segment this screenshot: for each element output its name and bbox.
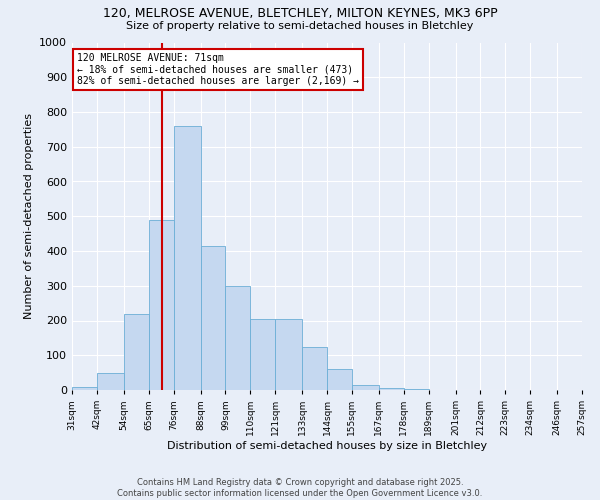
Bar (302, 346, 327, 390)
Bar (226, 286, 250, 390)
Bar (275, 319, 302, 390)
Text: 120, MELROSE AVENUE, BLETCHLEY, MILTON KEYNES, MK3 6PP: 120, MELROSE AVENUE, BLETCHLEY, MILTON K… (103, 8, 497, 20)
Bar (379, 388, 404, 390)
Bar (97, 372, 124, 390)
Bar (327, 369, 352, 390)
Bar (149, 220, 173, 390)
Bar (173, 126, 200, 390)
Y-axis label: Number of semi-detached properties: Number of semi-detached properties (23, 114, 34, 320)
Bar (200, 246, 226, 390)
Text: Size of property relative to semi-detached houses in Bletchley: Size of property relative to semi-detach… (127, 21, 473, 31)
Bar (352, 385, 379, 390)
Bar (72, 386, 97, 390)
Bar (250, 319, 275, 390)
Text: Contains HM Land Registry data © Crown copyright and database right 2025.
Contai: Contains HM Land Registry data © Crown c… (118, 478, 482, 498)
Bar (124, 314, 149, 390)
Text: 120 MELROSE AVENUE: 71sqm
← 18% of semi-detached houses are smaller (473)
82% of: 120 MELROSE AVENUE: 71sqm ← 18% of semi-… (77, 53, 359, 86)
X-axis label: Distribution of semi-detached houses by size in Bletchley: Distribution of semi-detached houses by … (167, 441, 487, 451)
